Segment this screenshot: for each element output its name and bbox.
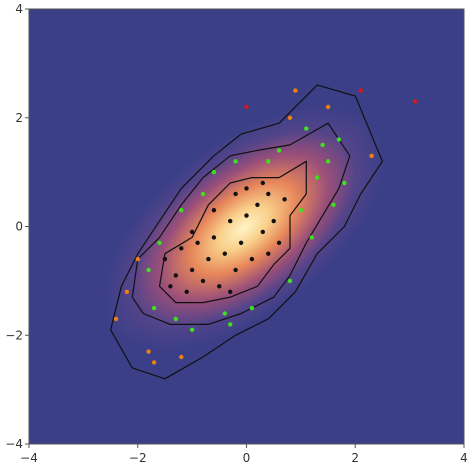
point-outer (325, 104, 331, 110)
point-middle (266, 159, 271, 164)
point-middle (179, 208, 184, 213)
x-tick-label: −2 (129, 451, 147, 465)
point-inner (222, 251, 227, 256)
point-outer (135, 256, 140, 262)
point-outer (179, 354, 184, 360)
point-inner (266, 191, 271, 197)
point-inner (228, 218, 233, 224)
point-inner (260, 180, 265, 186)
y-tick-label: 4 (15, 2, 23, 16)
point-inner (189, 267, 195, 273)
point-inner (228, 289, 233, 294)
point-middle (157, 240, 162, 245)
point-middle (320, 142, 325, 148)
point-middle (189, 327, 195, 332)
point-middle (309, 235, 314, 240)
x-tick-label: 4 (460, 451, 468, 465)
point-inner (260, 229, 265, 235)
y-tick-label: 0 (15, 220, 23, 234)
y-tick-label: −4 (5, 437, 23, 451)
contour-lines (110, 84, 383, 380)
point-middle (331, 202, 336, 207)
point-inner (238, 240, 244, 245)
point-outer (151, 360, 157, 365)
point-middle (146, 267, 151, 273)
point-inner (162, 256, 168, 262)
point-inner (244, 186, 249, 191)
contour-outer (110, 84, 383, 380)
point-middle (336, 137, 342, 142)
y-tick-label: −2 (5, 328, 23, 342)
point-inner (244, 213, 249, 218)
point-inner (200, 278, 206, 284)
point-middle (276, 148, 282, 153)
point-outer (124, 289, 130, 294)
point-outer (146, 349, 151, 354)
point-inner (211, 235, 217, 240)
point-inner (168, 284, 173, 289)
point-inner (276, 240, 282, 245)
point-extreme (358, 88, 363, 93)
x-tick-label: 0 (243, 451, 251, 465)
point-middle (211, 169, 217, 175)
point-inner (249, 256, 255, 262)
point-inner (211, 208, 217, 213)
contour-middle (131, 122, 351, 325)
axes: −4 −2 0 2 4 −4 −2 0 2 4 (5, 2, 468, 465)
point-outer (113, 316, 119, 322)
point-middle (325, 159, 331, 164)
point-inner (233, 267, 238, 273)
density-heatmap (29, 9, 464, 444)
point-middle (287, 278, 293, 284)
x-tick-label: 2 (351, 451, 359, 465)
point-inner (282, 197, 287, 202)
point-outer (287, 115, 293, 121)
point-inner (179, 246, 184, 251)
point-inner (266, 251, 271, 256)
point-inner (233, 191, 238, 197)
point-middle (304, 126, 309, 131)
point-inner (271, 218, 276, 224)
point-extreme (412, 99, 418, 104)
y-tick-label: 2 (15, 111, 23, 125)
point-inner (217, 284, 222, 289)
point-middle (298, 208, 304, 213)
point-outer (293, 88, 298, 93)
point-inner (184, 289, 189, 294)
point-middle (249, 305, 255, 311)
point-middle (200, 191, 206, 197)
point-inner (173, 273, 178, 278)
point-middle (233, 159, 238, 164)
plot-frame (29, 9, 464, 444)
point-inner (255, 202, 260, 207)
data-points (113, 88, 418, 365)
point-extreme (244, 104, 249, 110)
point-inner (195, 240, 200, 245)
point-middle (228, 322, 233, 327)
point-middle (315, 175, 320, 180)
contour-inner (158, 160, 307, 304)
point-middle (342, 180, 347, 186)
point-inner (206, 256, 211, 262)
point-outer (369, 153, 374, 158)
point-middle (151, 305, 157, 311)
point-inner (189, 229, 195, 235)
x-tick-label: −4 (20, 451, 38, 465)
point-middle (173, 316, 178, 322)
point-middle (222, 311, 227, 316)
